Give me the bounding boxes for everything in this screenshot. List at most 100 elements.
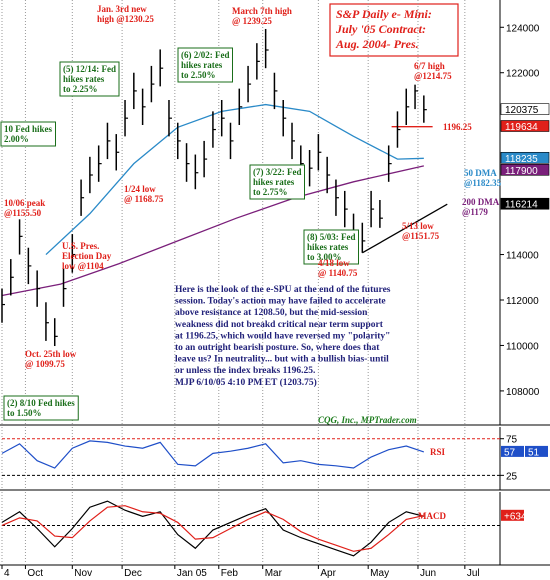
annotation-text: (8) 5/03: Fed: [307, 232, 356, 242]
annotation-text: (2) 8/10 Fed hikes: [7, 398, 75, 408]
annotation-text: hikes rates: [253, 177, 295, 187]
annotation-text: @1214.75: [414, 71, 452, 81]
annotation-text: to 3.00%: [307, 252, 342, 262]
annotation-text: @ 1168.75: [124, 194, 164, 204]
commentary: at 1196.25, which would have reversed my…: [175, 331, 390, 341]
annotation-text: @1151.75: [402, 231, 440, 241]
x-tick-label: Dec: [124, 568, 142, 579]
price-tag-label: 120375: [505, 105, 539, 116]
annotation-text: 5/13 low: [402, 221, 434, 231]
panel-label: RSI: [430, 447, 446, 457]
annotation-text: 10/06 peak: [4, 198, 45, 208]
x-tick-label: Jan 05: [177, 568, 207, 579]
annotation: 10/06 peak@1155.50: [4, 198, 45, 218]
annotation-text: U.S. Pres.: [62, 241, 99, 251]
annotation-box: [59, 61, 120, 97]
price-tag: [500, 163, 550, 176]
annotation-text: hikes rates: [181, 60, 223, 70]
price-tag: [500, 120, 550, 132]
annotation: 5/13 low@1151.75: [402, 221, 440, 241]
series-line: [1, 440, 425, 469]
annotation-box: [177, 47, 233, 83]
annotation: Oct. 25th low@ 1099.75: [25, 349, 77, 369]
price-tag: [500, 103, 550, 115]
annotation: 6/7 high@1214.75: [414, 61, 452, 81]
annotation-text: hikes rates: [307, 242, 349, 252]
value-tag: [501, 509, 524, 521]
price-tag: [500, 197, 550, 210]
annotation-text: March 7th high: [232, 6, 292, 16]
x-tick-label: May: [370, 568, 389, 579]
annotation-text: 1/24 low: [124, 184, 156, 194]
annotation-text: Election Day: [62, 251, 112, 261]
annotation-text: to 1.50%: [7, 408, 42, 418]
y-tick-label: 110000: [506, 341, 539, 352]
annotation-text: high @1230.25: [97, 14, 154, 24]
x-tick-label: Jun: [420, 568, 436, 579]
commentary: session. Today's action may have failed …: [175, 297, 386, 307]
commentary: or unless the index breaks 1196.25.: [175, 366, 315, 376]
annotation: 200 DMA@1179: [462, 197, 500, 217]
chart-title: S&P Daily e- Mini:: [336, 7, 432, 21]
panel-label: MACD: [418, 511, 446, 521]
source: CQG, Inc., MPTrader.com: [318, 415, 417, 425]
series-line: [1, 505, 424, 552]
annotation: 50 DMA@1182.35: [464, 168, 502, 188]
price-tag: [500, 151, 550, 164]
commentary: leave us? In neutrality... but with a bu…: [175, 355, 389, 365]
x-tick-label: Jul: [467, 568, 480, 579]
annotation-text: @1182.35: [464, 178, 502, 188]
annotation-text: Jan. 3rd new: [97, 4, 147, 14]
annotation: 1196.25: [443, 122, 472, 132]
commentary: MJP 6/10/05 4:10 PM ET (1203.75): [175, 377, 317, 388]
moving-average: [45, 103, 424, 256]
title-box: [329, 3, 459, 57]
commentary: above resistance at 1208.50, but the mid…: [175, 308, 368, 318]
x-tick-label: 4: [4, 568, 10, 579]
y-tick-label: 108000: [506, 387, 540, 398]
x-tick-label: Oct: [27, 568, 43, 579]
commentary: to an outright bearish posture. So, wher…: [175, 343, 380, 353]
y-tick-label: 75: [506, 435, 518, 446]
annotation-text: @1179: [462, 207, 488, 217]
value-tag: [525, 445, 548, 457]
annotation-text: (6) 2/02: Fed: [181, 50, 230, 60]
annotation-box: [0, 121, 57, 147]
annotation: 4/18 low@ 1140.75: [318, 258, 358, 278]
x-tick-label: Feb: [221, 568, 239, 579]
annotation-text: 50 DMA: [464, 168, 497, 178]
moving-average: [1, 165, 424, 297]
annotation-text: (5) 12/14: Fed: [63, 64, 116, 74]
x-tick-label: Mar: [265, 568, 283, 579]
annotation-text: hikes rates: [63, 74, 105, 84]
x-tick-label: Nov: [74, 568, 92, 579]
annotation-text: to 2.50%: [181, 70, 216, 80]
annotation-text: 6/7 high: [414, 61, 445, 71]
annotation-text: 10 Fed hikes: [4, 124, 53, 134]
annotation-text: to 2.75%: [253, 187, 288, 197]
x-tick-label: Apr: [320, 568, 336, 579]
commentary: weakness did not breakd critical near te…: [175, 320, 384, 330]
price-tag-label: 119634: [505, 122, 538, 133]
price-tag-label: 117900: [505, 166, 538, 177]
annotation-text: 2.00%: [4, 134, 29, 144]
value-tag: [501, 445, 524, 457]
annotation: 1/24 low@ 1168.75: [124, 184, 164, 204]
y-tick-label: 25: [506, 471, 518, 482]
y-tick-label: 124000: [506, 23, 540, 34]
annotation-box: [249, 164, 305, 200]
price-tag-label: 116214: [505, 200, 538, 211]
annotation-text: 1196.25: [443, 122, 472, 132]
annotation: March 7th high@ 1239.25: [232, 6, 292, 26]
value-tag-label: +634: [504, 511, 527, 522]
annotation-text: 4/18 low: [318, 258, 350, 268]
value-tag-label: 57: [504, 447, 516, 458]
annotation-box: [3, 395, 79, 421]
